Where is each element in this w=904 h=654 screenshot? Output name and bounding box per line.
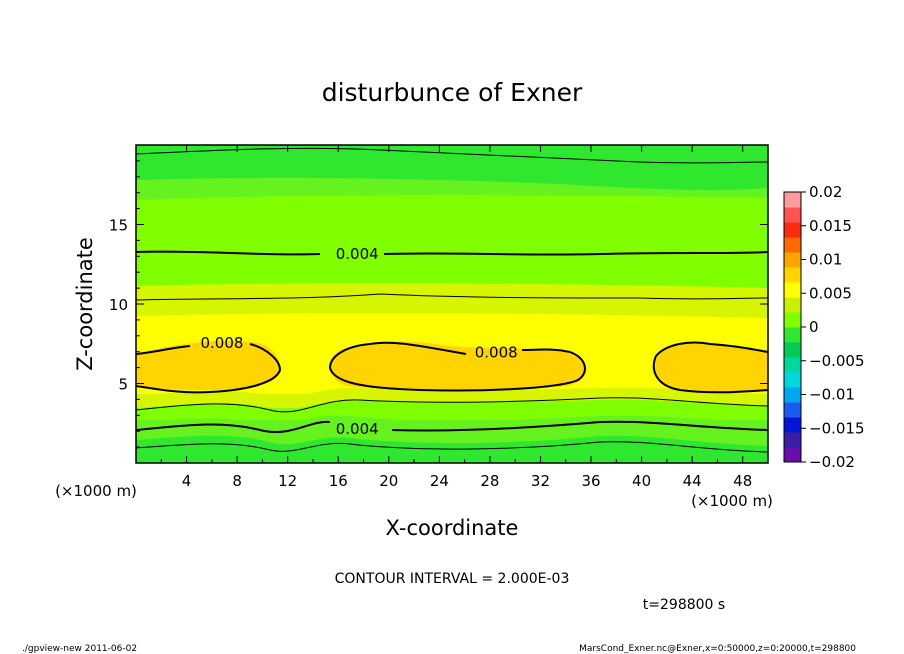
colorbar-label: −0.005	[809, 352, 865, 370]
x-tick-label: 16	[329, 472, 348, 490]
footer-left: ./gpview-new 2011-06-02	[22, 644, 137, 654]
x-tick-label: 44	[683, 472, 702, 490]
contour-006-lower	[136, 397, 768, 413]
x-tick-label: 36	[581, 472, 600, 490]
blob-left	[136, 340, 280, 391]
colorbar-swatch	[784, 192, 801, 208]
contour-label: 0.008	[200, 334, 243, 352]
contour-label: 0.004	[336, 245, 379, 263]
colorbar-swatch	[784, 447, 801, 463]
contour-label: 0.008	[475, 344, 518, 362]
x-unit-label-left: (×1000 m)	[55, 482, 137, 500]
x-unit-label-right: (×1000 m)	[691, 492, 773, 510]
colorbar-swatch	[784, 282, 801, 298]
contour-008-left	[136, 343, 282, 394]
x-tick-label: 40	[632, 472, 651, 490]
colorbar-label: 0.01	[809, 251, 842, 269]
colorbar-swatch	[784, 312, 801, 328]
blob-center	[329, 341, 587, 391]
x-tick-label: 20	[379, 472, 398, 490]
plot-area: 0.004 0.008 0.008 0.004	[136, 145, 768, 463]
colorbar-swatch	[784, 417, 801, 433]
contour-labels: 0.004 0.008 0.008 0.004	[200, 245, 517, 438]
x-tick-label: 24	[430, 472, 449, 490]
x-tick-label: 28	[480, 472, 499, 490]
contour-lines	[136, 147, 768, 453]
contour-interval-text: CONTOUR INTERVAL = 2.000E-03	[335, 571, 570, 587]
colorbar-label: −0.02	[809, 453, 855, 471]
contour-002-lower	[136, 441, 768, 453]
contour-002-top	[136, 147, 768, 164]
blob-right	[654, 343, 768, 392]
y-tick-label: 10	[109, 296, 128, 314]
colorbar-label: 0	[809, 318, 819, 336]
contour-004-lower	[136, 420, 768, 433]
contour-008-center	[328, 341, 586, 392]
colorbar-swatch	[784, 387, 801, 403]
y-axis-label: Z-coordinate	[73, 237, 97, 371]
colorbar-label: −0.015	[809, 419, 865, 437]
colorbar-swatch	[784, 267, 801, 283]
time-text: t=298800 s	[643, 597, 725, 613]
colorbar-swatch	[784, 237, 801, 253]
colorbar-swatch	[784, 207, 801, 223]
contour-008-right	[652, 341, 768, 394]
colorbar-swatch	[784, 297, 801, 313]
y-axis: 5 10 15	[109, 160, 768, 448]
colorbar-label: −0.01	[809, 386, 855, 404]
x-tick-label: 48	[733, 472, 752, 490]
x-tick-label: 4	[182, 472, 192, 490]
y-tick-label: 5	[118, 376, 128, 394]
colorbar-swatch	[784, 432, 801, 448]
contour-label: 0.004	[336, 420, 379, 438]
x-tick-label: 12	[278, 472, 297, 490]
colorbar-label: 0.015	[809, 217, 852, 235]
x-axis-label: X-coordinate	[386, 516, 519, 540]
colorbar-swatch	[784, 402, 801, 418]
band-lower-006	[136, 399, 768, 420]
colorbar-swatch	[784, 327, 801, 343]
colorbar: 0.02 0.015 0.01 0.005 0 −0.005 −0.01 −0.015 −0.0…	[783, 183, 865, 471]
x-tick-label: 32	[531, 472, 550, 490]
y-tick-label: 15	[109, 217, 128, 235]
colorbar-swatch	[784, 252, 801, 268]
colorbar-swatch	[784, 342, 801, 358]
x-tick-label: 8	[232, 472, 242, 490]
footer-right: MarsCond_Exner.nc@Exner,x=0:50000,z=0:20…	[579, 644, 856, 654]
x-axis: 4 8 12 16 20 24 28 32 36 40 44 48	[160, 145, 752, 490]
contour-004-upper	[136, 250, 768, 256]
colorbar-swatch	[784, 372, 801, 388]
colorbar-swatch	[784, 357, 801, 373]
colorbar-label: 0.005	[809, 284, 852, 302]
chart-title: disturbunce of Exner	[322, 78, 583, 107]
contour-006-upper	[136, 293, 768, 301]
colorbar-label: 0.02	[809, 183, 842, 201]
colorbar-swatch	[784, 222, 801, 238]
